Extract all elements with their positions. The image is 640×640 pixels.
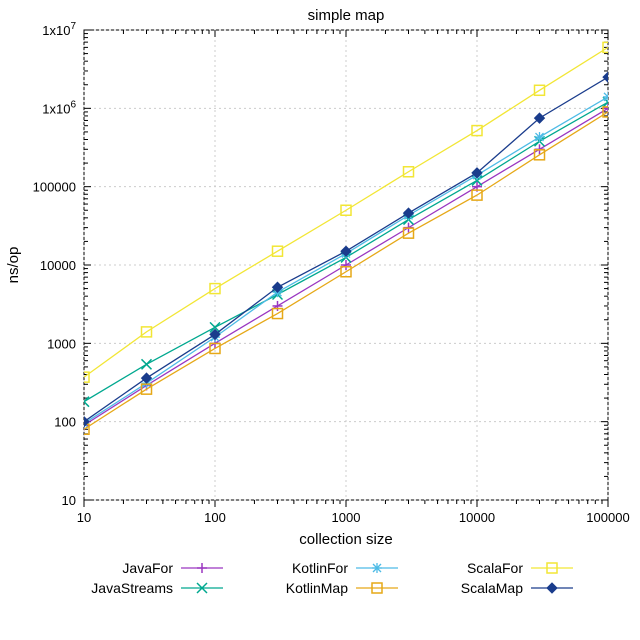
y-tick-label: 100000 [33,180,76,195]
x-tick-label: 10000 [459,510,495,525]
x-tick-label: 1000 [332,510,361,525]
legend-label: ScalaMap [461,580,523,596]
legend-label: JavaFor [122,560,173,576]
chart-container: simple map 10 100 1000 10000 100000 10 100 1000 1… [0,0,640,640]
chart-title: simple map [308,7,385,24]
x-tick-label: 100000 [586,510,629,525]
y-axis-label: ns/op [5,247,22,284]
y-tick-label: 1000 [47,336,76,351]
y-tick-label: 10000 [40,258,76,273]
y-tick-label: 10 [62,493,76,508]
x-axis-label: collection size [299,531,392,548]
legend-label: KotlinMap [286,580,348,596]
legend-label: KotlinFor [292,560,348,576]
y-tick-label: 100 [54,415,76,430]
chart-svg: simple map 10 100 1000 10000 100000 10 100 1000 1… [0,0,640,640]
x-tick-label: 10 [77,510,91,525]
x-tick-label: 100 [204,510,226,525]
legend-label: JavaStreams [91,580,173,596]
legend-label: ScalaFor [467,560,523,576]
